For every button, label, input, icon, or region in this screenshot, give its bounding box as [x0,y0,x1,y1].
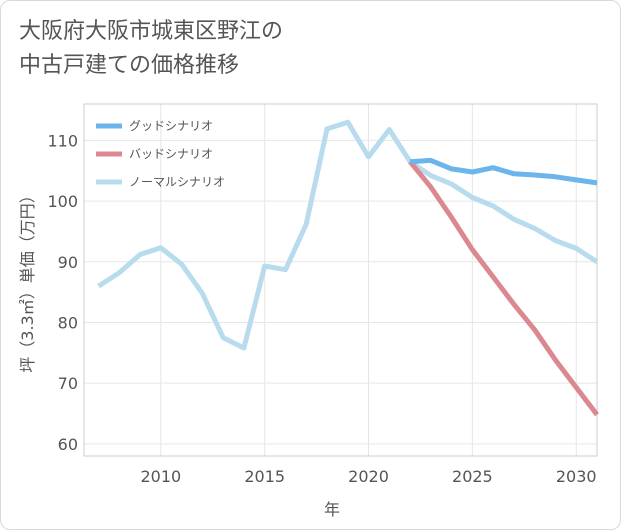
legend-bad-scenario-label: バッドシナリオ [129,147,213,161]
grid [84,104,597,456]
legend-bad-scenario[interactable]: バッドシナリオ [96,147,213,161]
bad-scenario-line [408,160,599,417]
y-axis-label: 坪（3.3㎡）単価（万円） [18,187,37,372]
x-tick-label-2010: 2010 [140,467,181,486]
series-lines [97,119,599,417]
chart-title-line-1: 大阪府大阪市城東区野江の [19,19,284,44]
x-axis-ticks: 2010 2015 2020 2025 2030 [140,467,596,486]
chart-title: 大阪府大阪市城東区野江の 中古戸建ての価格推移 [19,15,283,83]
good-scenario-line [409,157,598,186]
legend-normal-scenario[interactable]: ノーマルシナリオ [96,175,225,189]
legend-good-scenario[interactable]: グッドシナリオ [96,119,213,133]
y-axis-ticks: 60 70 80 90 100 110 [47,131,78,453]
plot-area-border [83,103,598,457]
chart-title-line-2: 中古戸建ての価格推移 [19,53,240,78]
legend-normal-scenario-label: ノーマルシナリオ [129,175,225,189]
x-axis-label: 年 [324,500,340,519]
x-tick-label-2025: 2025 [452,467,493,486]
y-tick-label-100: 100 [47,192,78,211]
normal-scenario-line [97,119,599,351]
y-tick-label-90: 90 [58,253,78,272]
x-tick-label-2015: 2015 [244,467,285,486]
y-tick-label-110: 110 [47,131,78,150]
x-tick-label-2030: 2030 [556,467,597,486]
y-tick-label-60: 60 [58,435,78,454]
legend-good-scenario-label: グッドシナリオ [129,119,213,133]
x-tick-label-2020: 2020 [348,467,389,486]
y-tick-label-80: 80 [58,313,78,332]
y-tick-label-70: 70 [58,374,78,393]
